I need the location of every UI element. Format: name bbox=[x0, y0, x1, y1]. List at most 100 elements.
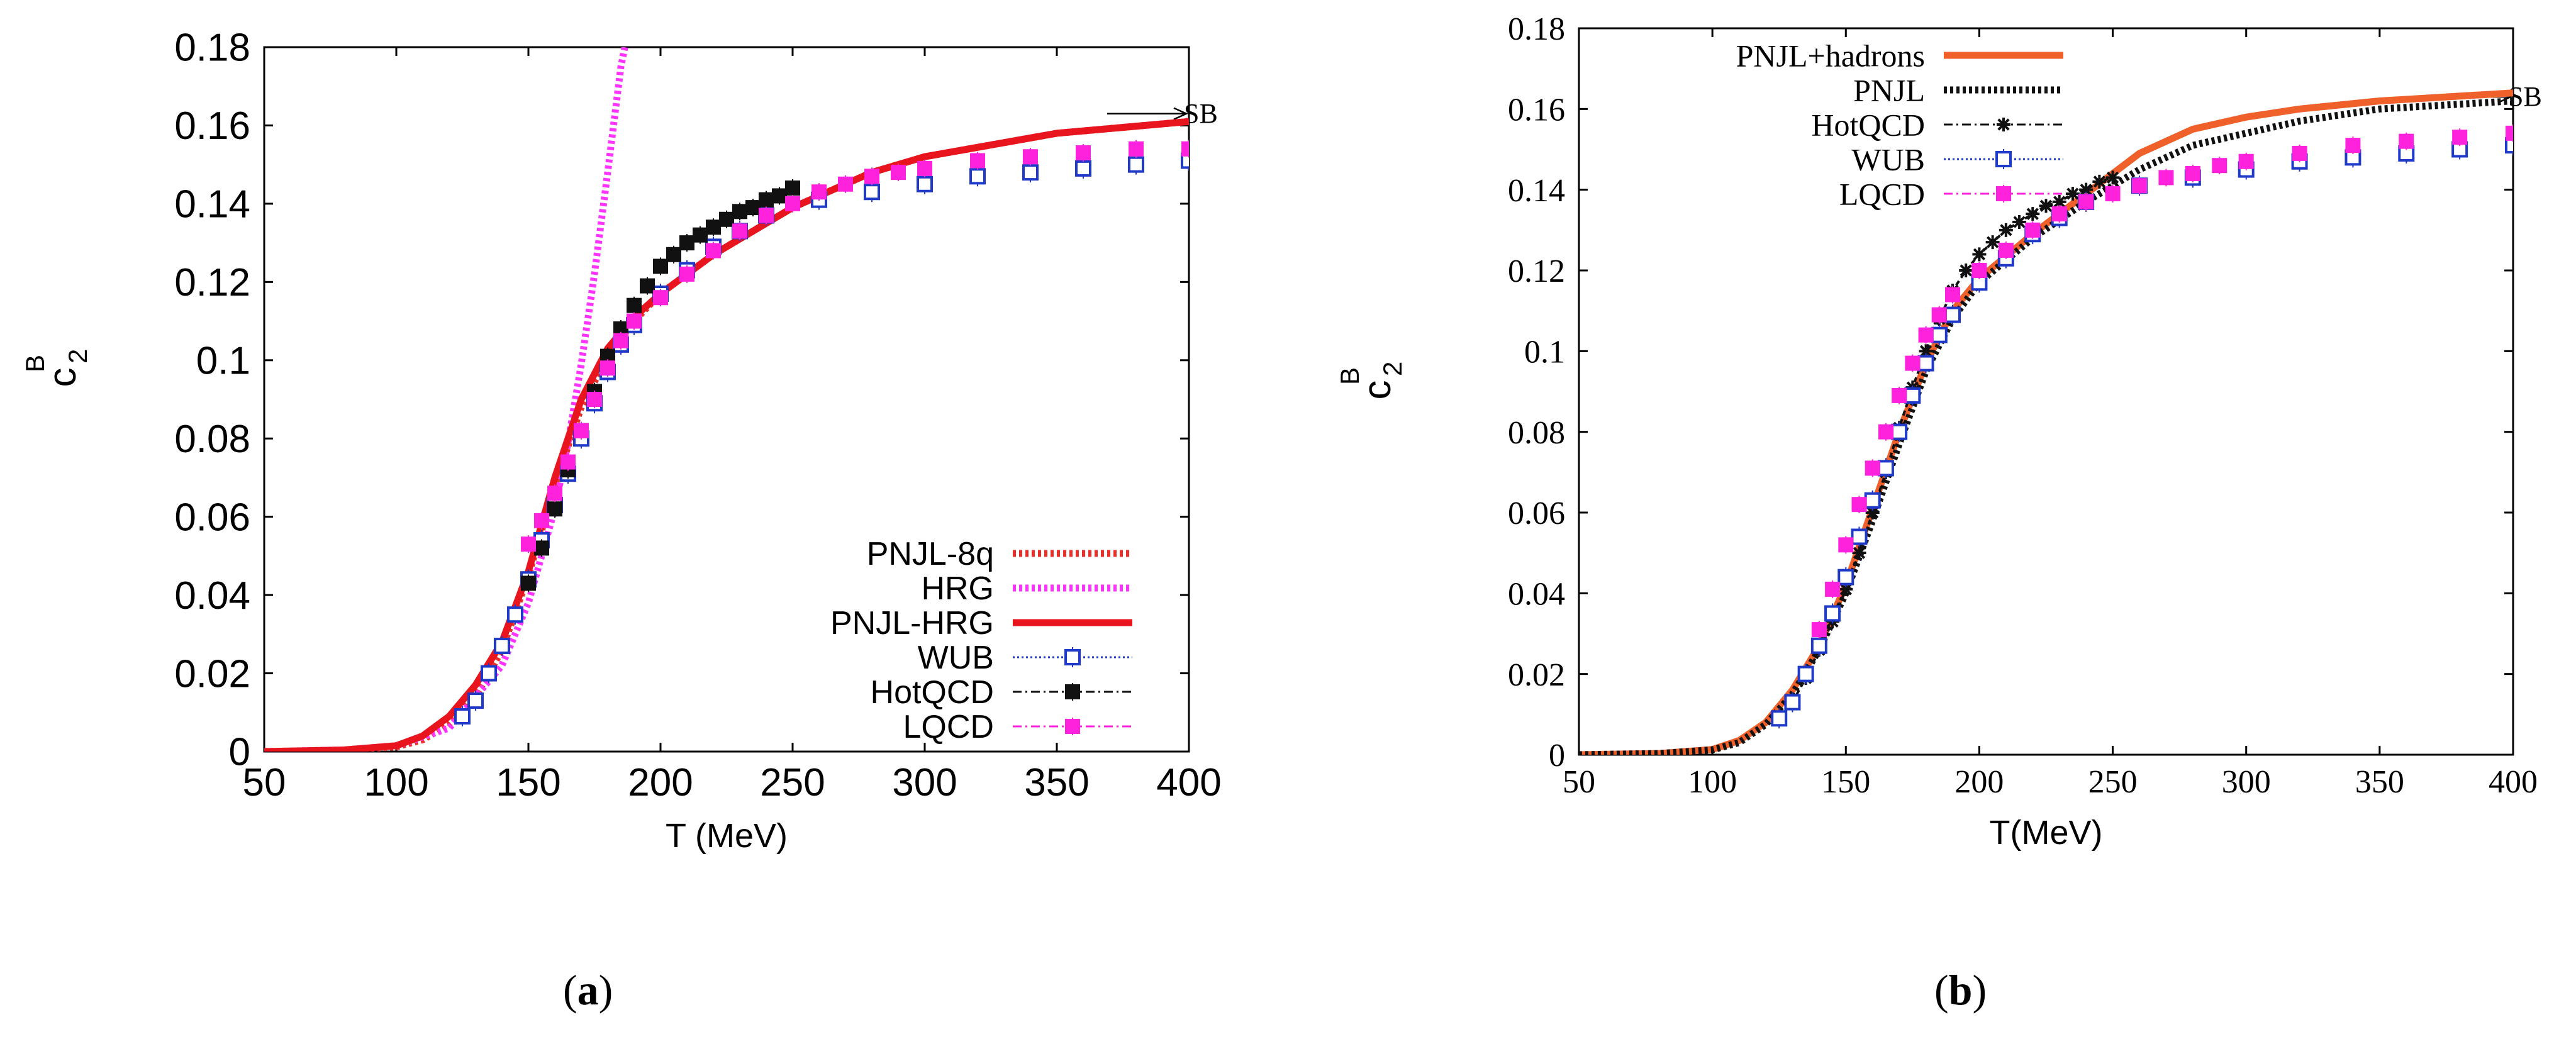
series-hotqcd-point bbox=[2052, 194, 2066, 209]
legend-marker bbox=[1996, 186, 2011, 201]
y-tick-label: 0.14 bbox=[174, 183, 250, 226]
x-tick-label: 100 bbox=[1688, 764, 1737, 800]
x-tick-label: 250 bbox=[2088, 764, 2138, 800]
y-axis-label-main: c bbox=[41, 368, 84, 387]
series-hotqcd-point bbox=[640, 278, 655, 294]
series-lqcd-point bbox=[1825, 581, 1841, 597]
series-lqcd-point bbox=[1998, 242, 2014, 258]
x-tick-label: 350 bbox=[1024, 761, 1089, 804]
y-tick-label: 0.08 bbox=[1508, 415, 1565, 451]
plot-frame bbox=[263, 46, 1190, 753]
y-tick-label: 0.04 bbox=[174, 574, 250, 618]
series-pnjl-hadrons-line bbox=[1579, 89, 2513, 755]
series-lqcd-point bbox=[864, 169, 879, 184]
series-lqcd-point bbox=[759, 208, 774, 223]
x-tick-label: 50 bbox=[1563, 764, 1595, 800]
series-hotqcd-point bbox=[759, 192, 774, 208]
series-pnjl-hadrons bbox=[1579, 89, 2513, 755]
series-lqcd-point bbox=[1023, 149, 1038, 165]
legend-label: PNJL bbox=[1853, 73, 1925, 108]
series-lqcd-point bbox=[534, 513, 549, 528]
x-tick-label: 200 bbox=[628, 761, 693, 804]
legend-series-wub: WUB bbox=[918, 640, 1132, 676]
legend-series-lqcd: LQCD bbox=[1839, 177, 2063, 212]
caption-a: (a) bbox=[563, 966, 613, 1014]
y-axis-label-sub: 2 bbox=[1378, 362, 1407, 376]
legend-marker bbox=[1064, 649, 1081, 665]
x-tick-label: 150 bbox=[496, 761, 560, 804]
series-lqcd-point bbox=[1931, 307, 1947, 323]
series-lqcd bbox=[521, 140, 1189, 553]
series-hotqcd-point bbox=[521, 575, 536, 591]
series-hotqcd-point bbox=[534, 540, 549, 556]
y-tick-label: 0.16 bbox=[1508, 92, 1565, 128]
series-hotqcd-point bbox=[2092, 174, 2107, 189]
series-lqcd-point bbox=[627, 313, 642, 329]
series-hotqcd-point bbox=[627, 297, 642, 313]
series-hotqcd-point bbox=[2065, 187, 2080, 201]
series-lqcd-point bbox=[613, 333, 628, 348]
caption-b: (b) bbox=[1934, 966, 1987, 1014]
y-tick-label: 0.06 bbox=[1508, 496, 1565, 531]
series-wub-point bbox=[1837, 569, 1854, 586]
series-hotqcd-point bbox=[2026, 207, 2040, 221]
series-lqcd-point bbox=[600, 360, 615, 376]
y-axis-label-sup: B bbox=[20, 355, 50, 372]
series-wub-point bbox=[1771, 710, 1788, 727]
legend-series-pnjl-8q: PNJL-8q bbox=[867, 536, 1132, 572]
series-lqcd-point bbox=[2212, 158, 2228, 174]
series-lqcd-point bbox=[2051, 206, 2067, 222]
series-lqcd-point bbox=[1878, 424, 1893, 440]
series-hotqcd-point bbox=[2105, 170, 2120, 185]
series-wub-point bbox=[507, 606, 523, 623]
y-tick-label: 0.04 bbox=[1508, 577, 1565, 613]
y-tick-label: 0 bbox=[1549, 738, 1565, 774]
legend-marker bbox=[1065, 684, 1080, 699]
series-lqcd-point bbox=[560, 454, 576, 470]
series-wub-point bbox=[1917, 355, 1934, 372]
series-wub-point bbox=[1877, 460, 1894, 477]
x-tick-label: 300 bbox=[2222, 764, 2271, 800]
legend-label: HotQCD bbox=[871, 674, 994, 711]
series-hotqcd-point bbox=[1852, 546, 1866, 560]
series-lqcd-point bbox=[587, 392, 602, 407]
legend-series-pnjl: PNJL bbox=[1853, 73, 2063, 108]
series-lqcd-point bbox=[1918, 327, 1934, 343]
chart-a: 50 100 150 200 250 300 350 400 0 0.02 0.04 0.06 0.08… bbox=[20, 26, 1222, 855]
series-pnjl-line bbox=[1579, 97, 2513, 755]
series-lqcd-point bbox=[1892, 387, 1907, 403]
series-wub-point bbox=[1904, 387, 1921, 404]
series-hotqcd-point bbox=[1972, 247, 1987, 262]
legend-series-pnjl-hadrons: PNJL+hadrons bbox=[1736, 38, 2063, 74]
series-wub-point bbox=[1784, 694, 1801, 711]
series-lqcd-point bbox=[2185, 166, 2200, 181]
series-lqcd-point bbox=[1129, 141, 1144, 157]
series-lqcd-point bbox=[917, 160, 932, 176]
series-wub-point bbox=[969, 168, 986, 185]
y-axis-label-sup: B bbox=[1335, 367, 1364, 385]
series-lqcd-point bbox=[1905, 355, 1921, 371]
series-lqcd-point bbox=[2078, 194, 2094, 209]
series-wub-point bbox=[864, 184, 880, 201]
series-wub-point bbox=[1181, 152, 1189, 169]
y-tick-label: 0.14 bbox=[1508, 173, 1565, 209]
series-hotqcd-point bbox=[732, 204, 747, 219]
x-tick-label: 250 bbox=[760, 761, 825, 804]
series-lqcd-point bbox=[679, 266, 694, 282]
series-hrg-line bbox=[264, 47, 628, 752]
legend-label: PNJL-8q bbox=[867, 536, 994, 572]
series-hotqcd-point bbox=[1865, 506, 1880, 519]
x-tick-label: 50 bbox=[243, 761, 286, 804]
series-lqcd-point bbox=[2025, 222, 2041, 238]
series-hotqcd-point bbox=[1919, 344, 1933, 358]
series-lqcd-point bbox=[574, 423, 589, 438]
series-lqcd-point bbox=[2132, 178, 2147, 194]
series-lqcd-point bbox=[1181, 141, 1189, 157]
series-hotqcd-point bbox=[706, 219, 721, 235]
sb-arrowhead bbox=[1173, 107, 1189, 120]
y-axis-label-sub: 2 bbox=[63, 349, 92, 364]
series-hotqcd-line bbox=[1791, 176, 2114, 703]
x-axis-label: T (MeV) bbox=[666, 817, 788, 855]
series-lqcd-point bbox=[706, 243, 721, 258]
